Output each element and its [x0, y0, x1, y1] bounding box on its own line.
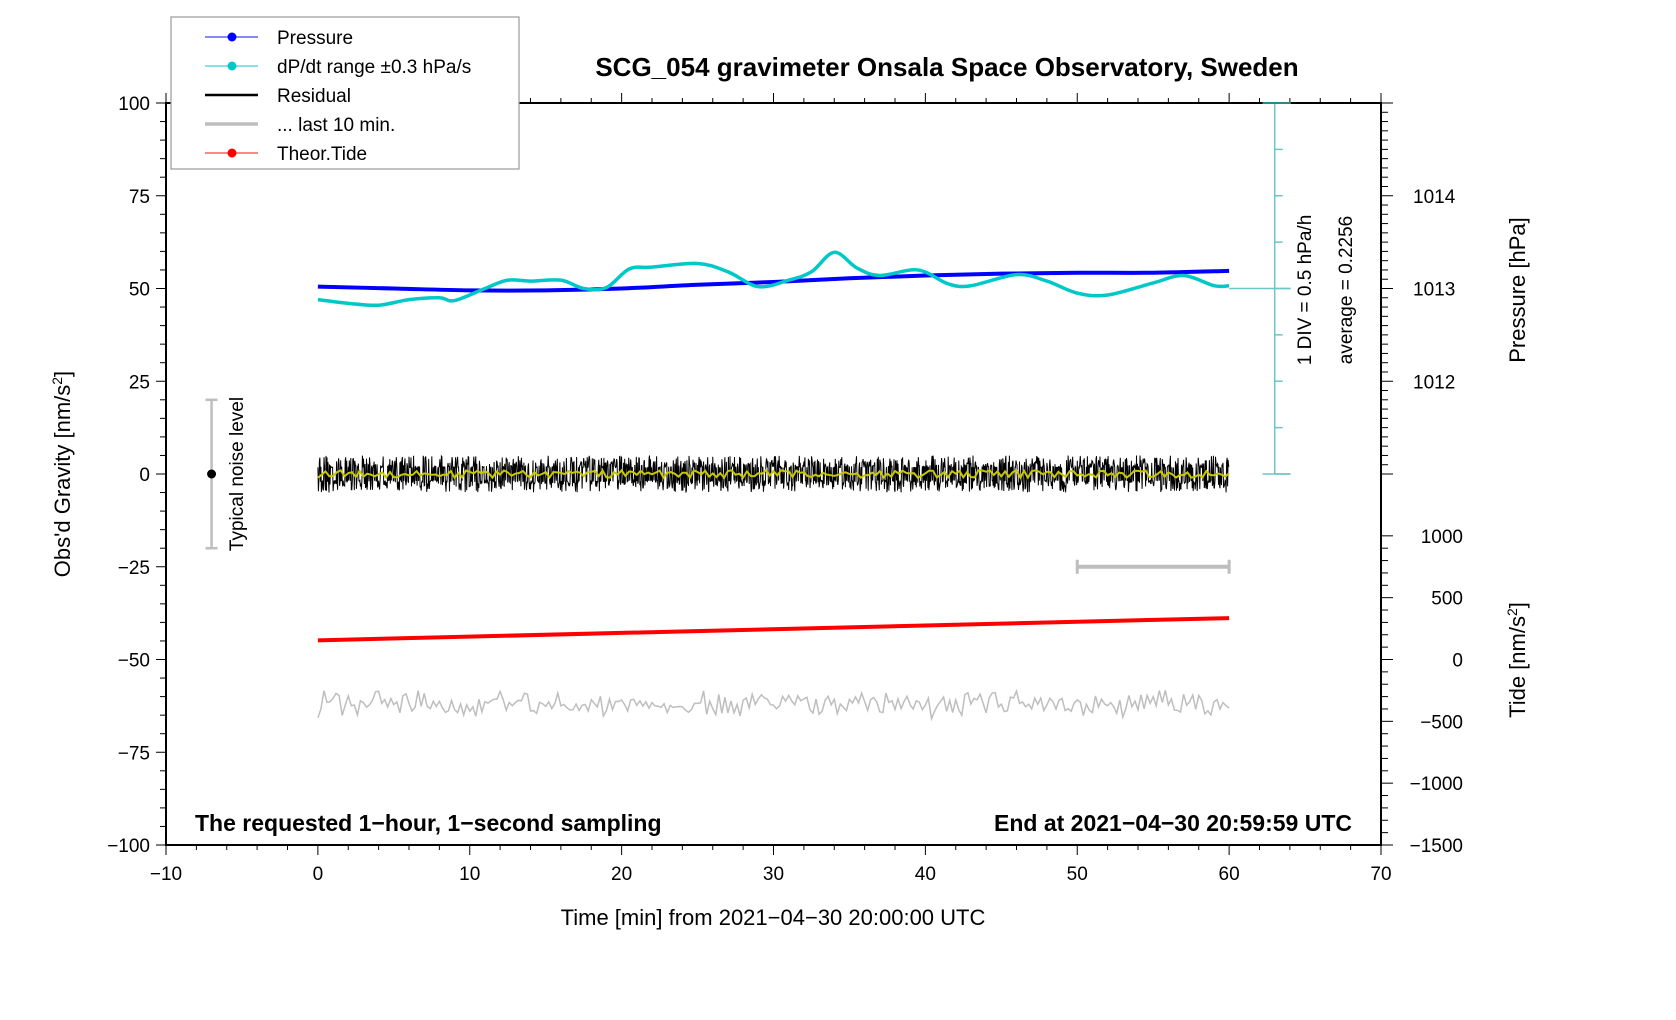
y-tick-label: −25 [118, 558, 150, 579]
series-residual-smoothed [317, 468, 1230, 480]
legend-box [170, 16, 520, 170]
series-residual [317, 454, 1230, 493]
tide-tick-label: 0 [1452, 651, 1463, 672]
tide-tick-label: 1000 [1421, 527, 1463, 548]
y-tick-label: −50 [118, 651, 150, 672]
noise-center-dot [207, 469, 217, 479]
legend-item: dP/dt range ±0.3 hPa/s [205, 57, 471, 78]
legend-label: Residual [277, 86, 351, 107]
legend-label: dP/dt range ±0.3 hPa/s [277, 57, 471, 78]
pressure-tick-label: 1014 [1413, 187, 1456, 208]
tide-tick-label: −1000 [1410, 774, 1463, 795]
y-tick-label: 50 [129, 280, 150, 301]
x-axis-title: Time [min] from 2021−04−30 20:00:00 UTC [561, 905, 986, 930]
series-dpdt [317, 250, 1230, 308]
legend-item: Theor.Tide [205, 144, 367, 165]
end-time-note: End at 2021−04−30 20:59:59 UTC [994, 810, 1352, 836]
x-tick-label: 30 [763, 864, 784, 885]
pressure-axis-title: Pressure [hPa] [1505, 217, 1530, 363]
y-axis-title: Obs'd Gravity [nm/s2] [49, 371, 75, 577]
legend-item: ... last 10 min. [205, 115, 395, 136]
x-axis: −10 0 10 20 30 40 50 60 70 [150, 93, 1392, 885]
tide-tick-label: −1500 [1410, 836, 1463, 857]
x-tick-label: 60 [1219, 864, 1240, 885]
y-tick-label: −100 [107, 836, 150, 857]
series-theor-tide [317, 616, 1230, 643]
x-tick-label: 20 [611, 864, 632, 885]
y-tick-label: 25 [129, 372, 150, 393]
noise-indicator [205, 398, 218, 550]
y-tick-label: −75 [118, 743, 150, 764]
y-axis-gravity: 100 75 50 25 0 −25 −50 −75 −100 [107, 94, 166, 857]
pressure-tick-label: 1013 [1413, 280, 1455, 301]
y-tick-label: 0 [139, 465, 150, 486]
legend-label: Pressure [277, 28, 353, 49]
x-tick-label: −10 [150, 864, 182, 885]
legend-item: Residual [205, 86, 351, 107]
pressure-tick-label: 1012 [1413, 372, 1455, 393]
x-tick-label: 10 [459, 864, 480, 885]
dpdt-scale [1229, 102, 1291, 475]
y-tick-label: 75 [129, 187, 150, 208]
y-axis-tide: 1000 500 0 −500 −1000 −1500 [1381, 527, 1463, 857]
average-label: average = 0.2256 [1336, 216, 1357, 364]
series-pressure [317, 268, 1230, 293]
legend-label: ... last 10 min. [277, 115, 395, 136]
tide-tick-label: 500 [1431, 589, 1463, 610]
tide-axis-title: Tide [nm/s2] [1504, 602, 1530, 718]
legend-label: Theor.Tide [277, 144, 367, 165]
legend-swatch-dot [227, 32, 237, 42]
series-last-10-min [317, 688, 1230, 722]
series-group [317, 250, 1231, 722]
div-label: 1 DIV = 0.5 hPa/h [1295, 215, 1316, 366]
y-tick-label: 100 [118, 94, 150, 115]
x-tick-label: 50 [1067, 864, 1088, 885]
legend-swatch-dot [227, 61, 237, 71]
x-tick-label: 40 [915, 864, 936, 885]
legend-swatch-dot [227, 148, 237, 158]
tide-tick-label: −500 [1420, 712, 1463, 733]
x-tick-label: 70 [1370, 864, 1391, 885]
x-tick-label: 0 [313, 864, 324, 885]
legend: Pressure dP/dt range ±0.3 hPa/s Residual..… [170, 16, 520, 170]
chart-title: SCG_054 gravimeter Onsala Space Observat… [595, 52, 1298, 82]
sampling-note: The requested 1−hour, 1−second sampling [195, 810, 662, 836]
legend-item: Pressure [205, 28, 353, 49]
y-axis-pressure: 1014 1013 1012 [1381, 102, 1456, 475]
noise-label: Typical noise level [227, 397, 248, 551]
